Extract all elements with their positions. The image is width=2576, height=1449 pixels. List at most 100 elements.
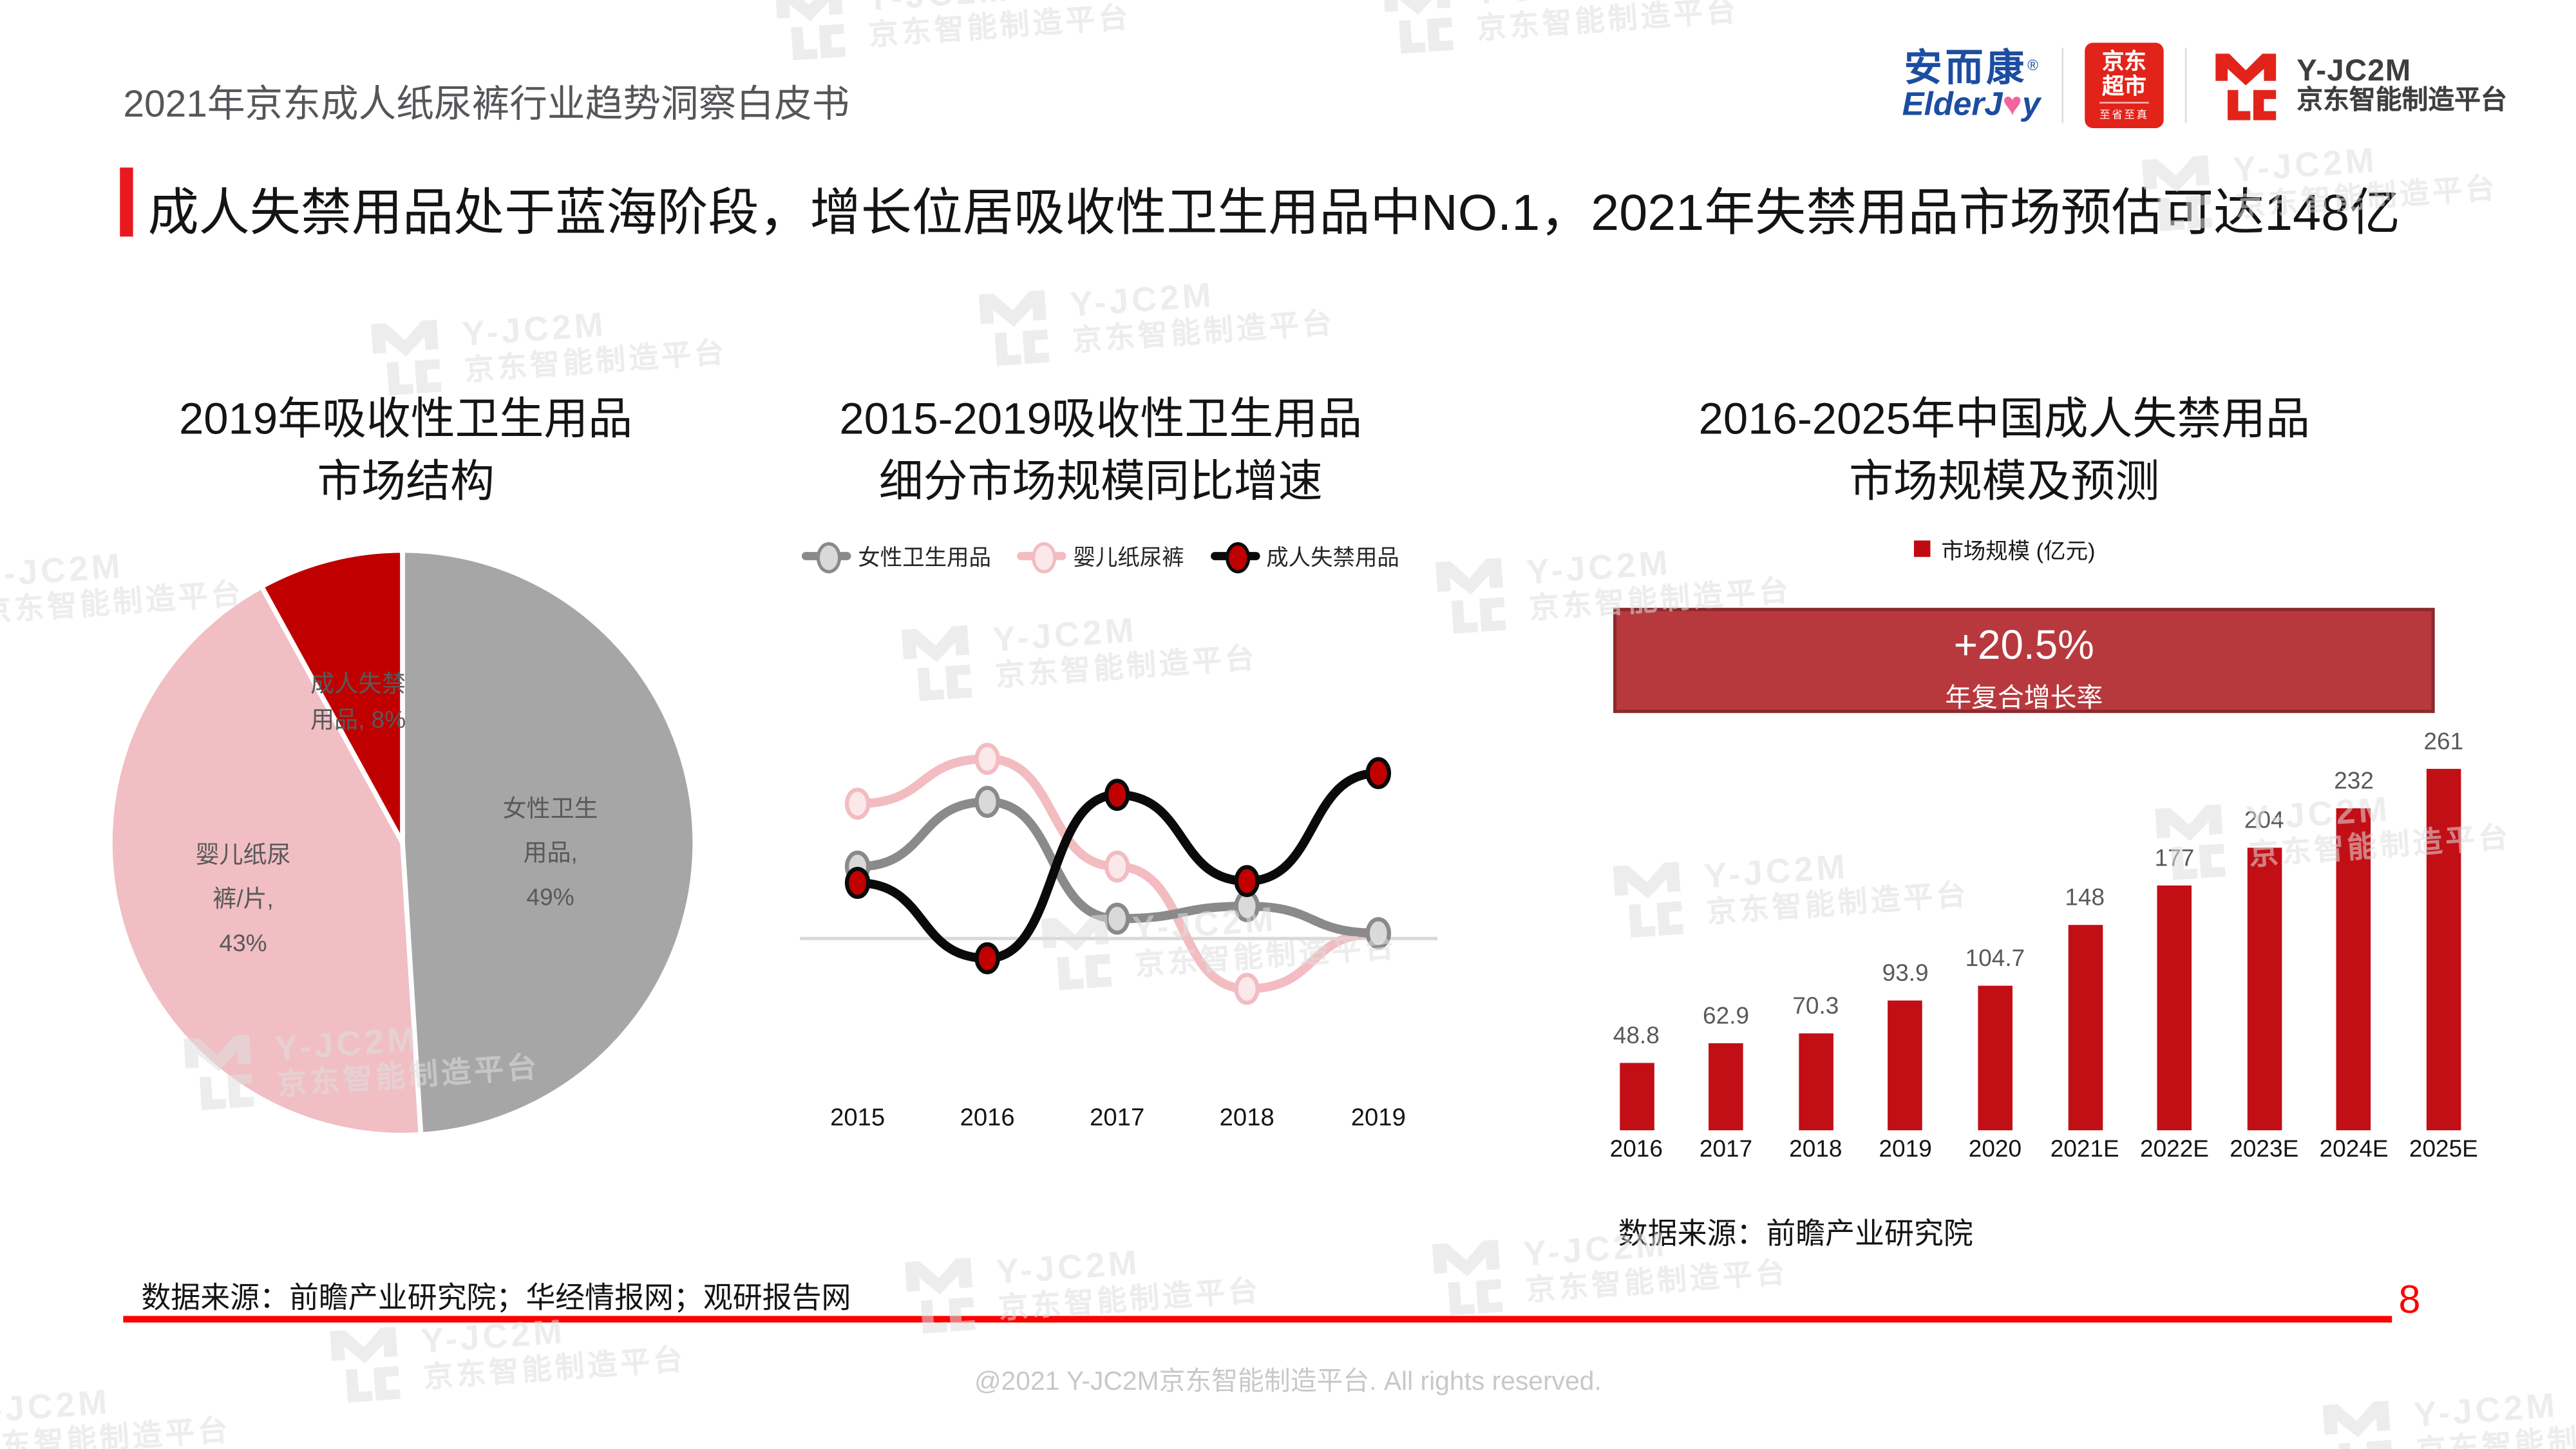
- bar-2022E: [2157, 885, 2192, 1131]
- legend-item-baby-diapers: 婴儿纸尿裤: [1017, 539, 1184, 574]
- line-x-label-2018: 2018: [1219, 1104, 1274, 1132]
- pie-slice-0: [400, 547, 697, 1137]
- elderjoy-logo: 安而康® ElderJ♥y: [1902, 48, 2041, 123]
- pie-chart-title: 2019年吸收性卫生用品 市场结构: [178, 394, 633, 506]
- footer-data-source: 数据来源：前瞻产业研究院；华经情报网；观研报告网: [141, 1281, 851, 1314]
- data-point-s2-2019: [1365, 757, 1392, 790]
- bar-chart-source: 数据来源：前瞻产业研究院: [1618, 1217, 1973, 1251]
- legend-item-feminine-hygiene: 女性卫生用品: [802, 539, 991, 574]
- yjc2m-monogram-icon: [905, 1258, 976, 1334]
- bar-value-2017: 62.9: [1703, 1003, 1750, 1030]
- data-point-s0-2019: [1365, 917, 1392, 949]
- cagr-label: 年复合增长率: [1945, 685, 2103, 714]
- jd-supermarket-logo: 京东 超市 至省至真: [2085, 43, 2164, 128]
- data-point-s1-2017: [1104, 850, 1130, 883]
- black-line-marker-icon: [1210, 540, 1260, 574]
- bar-2017: [1709, 1043, 1743, 1131]
- yjc2m-monogram-icon: [1613, 862, 1684, 938]
- legend-item-adult-incontinence: 成人失禁用品: [1210, 539, 1399, 574]
- logo-divider: [2184, 47, 2187, 124]
- data-point-s2-2016: [974, 942, 1000, 974]
- bar-2023E: [2246, 848, 2282, 1131]
- yjc2m-monogram-icon: [370, 319, 442, 396]
- gray-line-marker-icon: [802, 540, 852, 574]
- document-title: 2021年京东成人纸尿裤行业趋势洞察白皮书: [123, 82, 850, 125]
- bar-2019: [1888, 1000, 1923, 1131]
- yjc2m-monogram-icon: [775, 0, 846, 61]
- footer-divider-line: [123, 1316, 2392, 1322]
- cagr-banner: +20.5% 年复合增长率: [1613, 607, 2435, 714]
- yjc2m-monogram-icon: [978, 290, 1050, 366]
- bar-2024E: [2336, 809, 2371, 1131]
- bar-chart-title: 2016-2025年中国成人失禁用品 市场规模及预测: [1698, 394, 2310, 506]
- line-series-0: [853, 797, 1383, 938]
- elderjoy-en-wordmark: ElderJ♥y: [1902, 86, 2041, 124]
- bar-2016: [1619, 1063, 1654, 1131]
- yjc2m-monogram-icon: [2215, 53, 2277, 120]
- bar-value-2022E: 177: [2154, 846, 2195, 873]
- data-point-s2-2015: [844, 867, 871, 899]
- pie-label-adult-incontinence: 成人失禁 用品, 8%: [310, 672, 406, 735]
- yjc2m-logo: Y-JC2M 京东智能制造平台: [2208, 48, 2507, 123]
- line-chart-legend: 女性卫生用品 婴儿纸尿裤 成人失禁用品: [723, 539, 1478, 574]
- data-point-s1-2015: [844, 788, 871, 820]
- page-number: 8: [2398, 1278, 2421, 1323]
- bar-2025E: [2426, 768, 2461, 1131]
- logo-group: 安而康® ElderJ♥y 京东 超市 至省至真 Y-JC2M 京东智能制造平台: [1902, 43, 2507, 128]
- bar-value-2018: 70.3: [1792, 993, 1839, 1020]
- data-point-s1-2016: [974, 743, 1000, 775]
- jd-tagline: 至省至真: [2099, 101, 2149, 122]
- data-point-s0-2017: [1104, 902, 1130, 935]
- yjc2m-name: Y-JC2M: [2297, 53, 2412, 88]
- copyright-notice: @2021 Y-JC2M京东智能制造平台. All rights reserve…: [974, 1368, 1602, 1397]
- bar-x-label-2020: 2020: [1968, 1137, 2022, 1164]
- bar-2020: [1978, 985, 2012, 1131]
- pie-label-feminine-hygiene: 女性卫生 用品, 49%: [502, 797, 598, 912]
- red-square-legend-icon: [1913, 540, 1930, 557]
- yjc2m-subtitle: 京东智能制造平台: [2297, 88, 2507, 116]
- brand-watermark: Y-JC2M京东智能制造平台: [1374, 0, 1741, 59]
- yjc2m-monogram-icon: [1383, 0, 1454, 54]
- page-headline: 成人失禁用品处于蓝海阶段，增长位居吸收性卫生用品中NO.1，2021年失禁用品市…: [147, 184, 2401, 242]
- bar-2021E: [2067, 925, 2103, 1131]
- bar-x-label-2023E: 2023E: [2230, 1137, 2299, 1164]
- bar-x-label-2016: 2016: [1609, 1137, 1663, 1164]
- bar-value-2020: 104.7: [1965, 945, 2025, 972]
- bar-value-2016: 48.8: [1613, 1023, 1660, 1050]
- bar-value-2023E: 204: [2244, 808, 2284, 835]
- logo-divider: [2061, 47, 2064, 124]
- bar-x-label-2025E: 2025E: [2409, 1137, 2478, 1164]
- pink-line-marker-icon: [1017, 540, 1067, 574]
- bar-2018: [1798, 1032, 1833, 1131]
- line-chart: [800, 743, 1438, 1005]
- brand-watermark: Y-JC2M京东智能制造平台: [766, 0, 1133, 65]
- heart-icon: ♥: [2002, 86, 2022, 124]
- registered-trademark-icon: ®: [2027, 57, 2039, 74]
- line-x-label-2017: 2017: [1090, 1104, 1145, 1132]
- bar-x-label-2018: 2018: [1789, 1137, 1842, 1164]
- line-x-label-2019: 2019: [1350, 1104, 1406, 1132]
- line-x-label-2015: 2015: [830, 1104, 886, 1132]
- bar-x-label-2017: 2017: [1699, 1137, 1753, 1164]
- elderjoy-cn-wordmark: 安而康: [1904, 46, 2028, 89]
- bar-value-2019: 93.9: [1882, 960, 1929, 987]
- headline-accent-bar: [120, 167, 133, 237]
- data-point-s2-2017: [1104, 779, 1130, 811]
- bar-x-label-2021E: 2021E: [2050, 1137, 2119, 1164]
- pie-slice-2: [259, 547, 405, 846]
- data-point-s1-2018: [1234, 972, 1260, 1005]
- bar-value-2025E: 261: [2423, 729, 2464, 756]
- cagr-value: +20.5%: [1953, 622, 2094, 669]
- pie-label-baby-diapers: 婴儿纸尿 裤/片, 43%: [195, 842, 291, 958]
- yjc2m-monogram-icon: [1432, 1239, 1503, 1316]
- pie-slice-1: [108, 583, 424, 1138]
- bar-x-label-2024E: 2024E: [2319, 1137, 2389, 1164]
- bar-value-2021E: 148: [2065, 886, 2105, 913]
- bar-chart-legend: 市场规模 (亿元): [1676, 533, 2333, 565]
